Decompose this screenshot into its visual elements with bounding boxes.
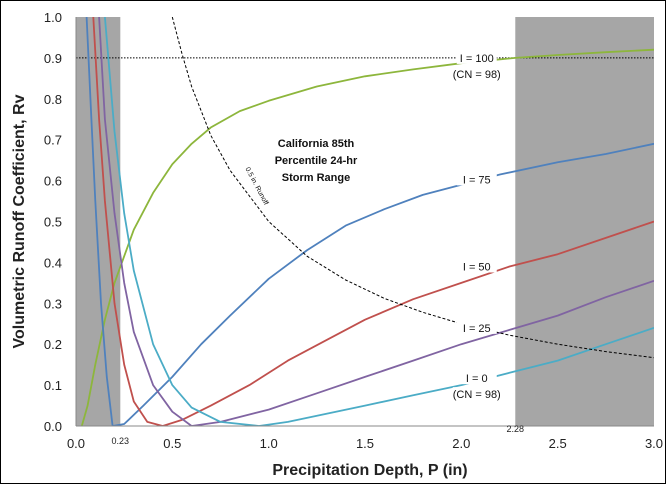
series-line-3 [191,279,654,426]
range-end-label: 2.28 [507,424,525,434]
curve-label: I = 25 [463,323,491,335]
y-tick-label: 0.0 [44,419,62,434]
chart-labels: I = 100 (CN = 98) I = 75 I = 50 I = 25 I = 0 (… [243,49,501,401]
series-line-4 [258,326,654,426]
y-tick-label: 0.1 [44,378,62,393]
x-tick-label: 0.0 [67,436,85,451]
x-axis-title: Precipitation Depth, P (in) [272,462,467,479]
storm-range-window [120,17,516,426]
curve-label-backing [456,258,497,273]
range-start-label: 0.23 [112,436,130,446]
curve-label: I = 100 [460,53,494,65]
runoff-curve-line [171,17,654,359]
x-tick-label: 3.0 [645,436,663,451]
curve-label-backing [456,49,497,64]
series-line-5 [85,17,114,426]
x-tick-label: 2.0 [452,436,470,451]
curve-label: I = 75 [463,174,491,186]
y-tick-label: 0.8 [44,92,62,107]
axes: 0.0 0.1 0.2 0.3 0.4 0.5 0.6 0.7 0.8 0.9 1.0 0.0 0.5 1… [11,10,663,479]
storm-range-annotation: California 85th [278,138,355,150]
y-tick-label: 0.7 [44,133,62,148]
series-line-8 [104,17,260,426]
series-line-6 [92,17,163,426]
shaded-regions [76,17,654,426]
curve-sublabel: (CN = 98) [453,69,501,81]
storm-range-annotation: Percentile 24-hr [275,155,358,167]
series-line-7 [98,17,193,426]
y-tick-label: 0.3 [44,296,62,311]
y-axis-title: Volumetric Runoff Coefficient, Rv [11,94,28,348]
y-tick-label: 0.2 [44,337,62,352]
series-line-2 [162,220,654,426]
series-line-0 [80,48,654,426]
storm-range-annotation: Storm Range [282,172,350,184]
curve-label-backing [456,370,497,385]
y-tick-label: 0.4 [44,255,62,270]
series-curves [80,17,654,426]
curve-sublabel-backing [452,66,501,80]
y-tick-label: 0.9 [44,51,62,66]
y-tick-label: 1.0 [44,10,62,25]
y-tick-label: 0.6 [44,174,62,189]
y-tick-label: 0.5 [44,215,62,230]
curve-sublabel-backing [452,387,501,401]
curve-label-backing [456,171,497,186]
x-tick-label: 1.0 [260,436,278,451]
x-tick-label: 2.5 [549,436,567,451]
curve-label-backing [456,319,497,334]
x-tick-label: 1.5 [356,436,374,451]
curve-sublabel: (CN = 98) [453,389,501,401]
curve-label: I = 0 [466,373,488,385]
x-tick-label: 0.5 [163,436,181,451]
curve-label: I = 50 [463,261,491,273]
